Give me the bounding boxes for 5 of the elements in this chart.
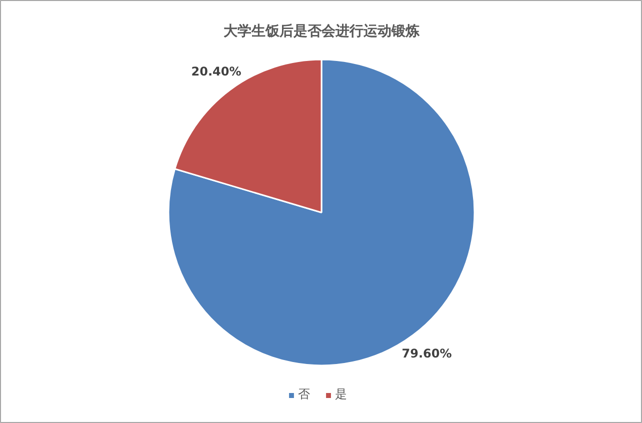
chart-title: 大学生饭后是否会进行运动锻炼: [224, 22, 420, 40]
legend-label: 是: [335, 386, 348, 403]
legend-label: 否: [298, 386, 311, 403]
data-label: 79.60%: [402, 346, 452, 361]
data-label: 20.40%: [191, 64, 242, 78]
